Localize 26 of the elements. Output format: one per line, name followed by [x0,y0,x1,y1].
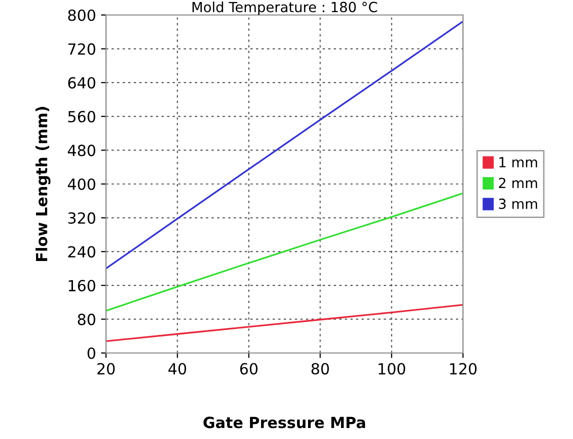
chart-title: Mold Temperature : 180 °C [192,2,378,15]
x-tick-label: 60 [240,362,258,375]
x-tick-label: 40 [168,362,186,375]
y-tick-label: 320 [68,212,96,224]
y-tick-label: 560 [68,110,96,122]
x-axis-title: Gate Pressure MPa [204,416,366,428]
y-tick-label: 480 [68,144,96,156]
x-tick-label: 20 [97,362,115,375]
legend-label: 3 mm [498,198,538,210]
y-tick-label: 640 [68,77,96,89]
line-series [106,20,463,270]
y-tick-label: 720 [68,43,96,55]
line-series [106,192,463,312]
legend-label: 2 mm [498,178,538,188]
y-tick-label: 160 [68,280,96,292]
y-axis-title: Flow Length (mm) [36,106,50,262]
legend-label: 1 mm [499,157,538,168]
x-tick-label: 120 [450,362,477,375]
y-tick-label: 80 [78,314,96,326]
line-series [106,304,463,342]
x-tick-label: 80 [312,362,329,375]
y-tick-label: 0 [88,347,96,360]
y-tick-label: 240 [68,246,96,258]
y-tick-label: 800 [68,9,96,22]
y-tick-label: 400 [68,178,96,190]
x-tick-label: 100 [378,362,406,375]
